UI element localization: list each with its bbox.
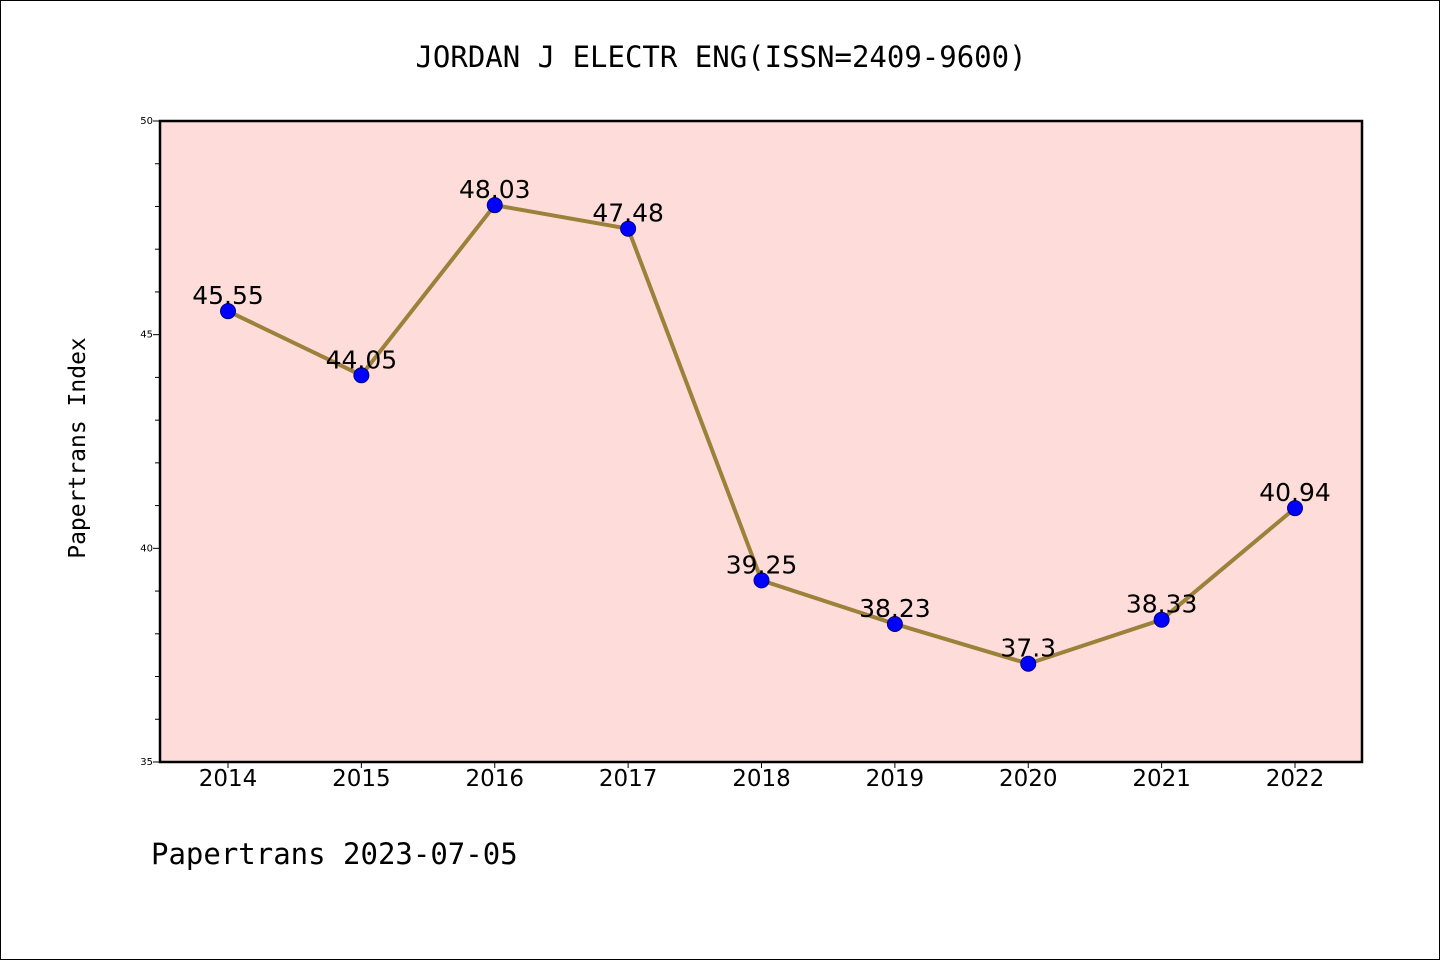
- data-point: [220, 303, 236, 320]
- y-tick-label: 40: [140, 543, 153, 554]
- data-point: [1287, 500, 1303, 517]
- y-axis-title: Papertrans Index: [65, 337, 91, 559]
- data-label: 38.33: [1126, 590, 1198, 619]
- y-tick-label: 35: [140, 757, 153, 768]
- series-layer: 45.55 44.05 48.03 47.48 39.25 38.23 37.3 38.33 4…: [192, 175, 1331, 672]
- x-tick-label: 2018: [732, 766, 791, 792]
- data-point: [886, 615, 903, 632]
- data-label: 37.3: [1000, 634, 1056, 663]
- x-tick-label: 2014: [199, 766, 258, 792]
- x-tick-label: 2022: [1266, 766, 1325, 792]
- data-point: [353, 367, 370, 384]
- data-point: [620, 220, 637, 237]
- data-point: [753, 572, 770, 589]
- data-label: 45.55: [192, 281, 264, 310]
- plot-area: [158, 119, 1364, 764]
- x-tick-label: 2021: [1132, 766, 1191, 792]
- chart-title: JORDAN J ELECTR ENG(ISSN=2409-9600): [415, 40, 1026, 74]
- data-label: 38.23: [859, 594, 931, 623]
- x-tick-label: 2017: [599, 766, 658, 792]
- data-label: 47.48: [592, 199, 664, 228]
- y-axis: 35 40 45 50: [140, 116, 160, 768]
- y-tick-label: 45: [140, 330, 153, 341]
- data-label: 40.94: [1259, 478, 1331, 507]
- x-tick-label: 2020: [999, 766, 1058, 792]
- data-point: [1153, 611, 1170, 628]
- y-tick-label: 50: [140, 116, 153, 127]
- data-label: 39.25: [726, 550, 798, 579]
- data-point: [486, 197, 503, 214]
- x-tick-label: 2015: [332, 766, 391, 792]
- x-tick-label: 2019: [866, 766, 925, 792]
- x-axis: 2014 2015 2016 2017 2018 2019 2020 2021 2022: [199, 762, 1325, 792]
- data-label: 48.03: [459, 175, 531, 204]
- footer-text: Papertrans 2023-07-05: [151, 837, 518, 871]
- x-tick-label: 2016: [465, 766, 524, 792]
- data-label: 44.05: [326, 345, 398, 374]
- data-point: [1020, 655, 1037, 672]
